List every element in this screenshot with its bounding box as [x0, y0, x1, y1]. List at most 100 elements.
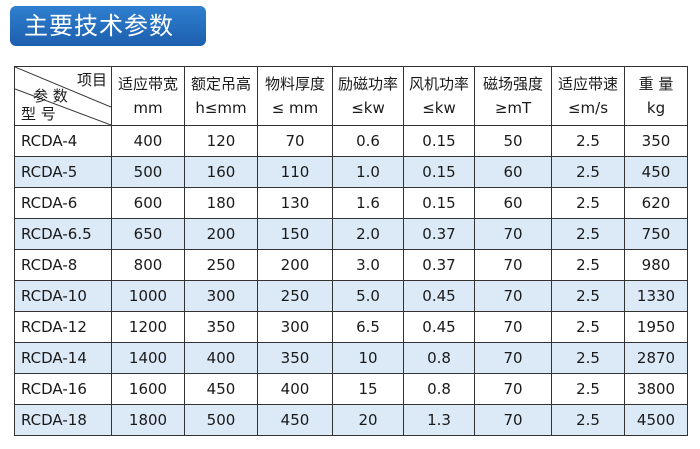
- value-cell: 620: [624, 187, 688, 219]
- value-cell: 2.5: [551, 156, 625, 188]
- col-header-lift-height: 额定吊高 h≤mm: [184, 66, 258, 126]
- col-header-name: 重 量: [638, 75, 674, 93]
- value-cell: 500: [184, 404, 258, 436]
- col-header-unit: ≤kw: [351, 99, 385, 117]
- value-cell: 70: [257, 125, 333, 157]
- value-cell: 110: [257, 156, 333, 188]
- value-cell: 1.6: [332, 187, 404, 219]
- value-cell: 0.8: [403, 373, 475, 405]
- value-cell: 2.5: [551, 280, 625, 312]
- value-cell: 350: [257, 342, 333, 374]
- value-cell: 70: [474, 311, 552, 343]
- col-header-name: 风机功率: [408, 75, 469, 93]
- col-header-name: 额定吊高: [190, 75, 251, 93]
- corner-header-cell: 项目 参 数 型 号: [14, 66, 112, 126]
- col-header-weight: 重 量 kg: [624, 66, 688, 126]
- value-cell: 250: [184, 249, 258, 281]
- col-header-unit: kg: [646, 99, 666, 117]
- table-row: RCDA-14 1400 400 350 10 0.8 70 2.5 2870: [14, 342, 688, 374]
- value-cell: 1950: [624, 311, 688, 343]
- model-cell: RCDA-6: [14, 187, 112, 219]
- value-cell: 0.15: [403, 156, 475, 188]
- value-cell: 120: [184, 125, 258, 157]
- col-header-fan-power: 风机功率 ≤kw: [403, 66, 475, 126]
- value-cell: 0.45: [403, 280, 475, 312]
- value-cell: 400: [184, 342, 258, 374]
- value-cell: 70: [474, 404, 552, 436]
- table-row: RCDA-5 500 160 110 1.0 0.15 60 2.5 450: [14, 156, 688, 188]
- col-header-name: 适应带宽: [117, 75, 178, 93]
- table-row: RCDA-4 400 120 70 0.6 0.15 50 2.5 350: [14, 125, 688, 157]
- value-cell: 2.0: [332, 218, 404, 250]
- value-cell: 10: [332, 342, 404, 374]
- value-cell: 70: [474, 373, 552, 405]
- value-cell: 60: [474, 156, 552, 188]
- value-cell: 0.8: [403, 342, 475, 374]
- value-cell: 20: [332, 404, 404, 436]
- table-row: RCDA-10 1000 300 250 5.0 0.45 70 2.5 133…: [14, 280, 688, 312]
- col-header-name: 磁场强度: [482, 75, 543, 93]
- col-header-unit: ≤ mm: [271, 99, 319, 117]
- table-row: RCDA-18 1800 500 450 20 1.3 70 2.5 4500: [14, 404, 688, 436]
- value-cell: 1.3: [403, 404, 475, 436]
- col-header-unit: ≤kw: [422, 99, 456, 117]
- value-cell: 70: [474, 342, 552, 374]
- value-cell: 180: [184, 187, 258, 219]
- value-cell: 60: [474, 187, 552, 219]
- model-cell: RCDA-12: [14, 311, 112, 343]
- table-row: RCDA-16 1600 450 400 15 0.8 70 2.5 3800: [14, 373, 688, 405]
- value-cell: 2.5: [551, 125, 625, 157]
- value-cell: 450: [624, 156, 688, 188]
- model-cell: RCDA-14: [14, 342, 112, 374]
- value-cell: 200: [184, 218, 258, 250]
- value-cell: 160: [184, 156, 258, 188]
- value-cell: 2.5: [551, 342, 625, 374]
- value-cell: 800: [111, 249, 185, 281]
- value-cell: 2870: [624, 342, 688, 374]
- col-header-field-strength: 磁场强度 ≥mT: [474, 66, 552, 126]
- value-cell: 1330: [624, 280, 688, 312]
- table-row: RCDA-6 600 180 130 1.6 0.15 60 2.5 620: [14, 187, 688, 219]
- value-cell: 1.0: [332, 156, 404, 188]
- col-header-unit: mm: [133, 99, 163, 117]
- value-cell: 70: [474, 280, 552, 312]
- col-header-name: 励磁功率: [337, 75, 398, 93]
- model-cell: RCDA-18: [14, 404, 112, 436]
- value-cell: 2.5: [551, 187, 625, 219]
- value-cell: 980: [624, 249, 688, 281]
- col-header-name: 物料厚度: [264, 75, 325, 93]
- col-header-belt-width: 适应带宽 mm: [111, 66, 185, 126]
- value-cell: 1000: [111, 280, 185, 312]
- value-cell: 15: [332, 373, 404, 405]
- value-cell: 4500: [624, 404, 688, 436]
- table-row: RCDA-8 800 250 200 3.0 0.37 70 2.5 980: [14, 249, 688, 281]
- value-cell: 2.5: [551, 404, 625, 436]
- corner-item-label: 项目: [76, 71, 107, 89]
- value-cell: 350: [624, 125, 688, 157]
- value-cell: 0.37: [403, 249, 475, 281]
- value-cell: 0.37: [403, 218, 475, 250]
- col-header-unit: ≥mT: [494, 99, 532, 117]
- value-cell: 350: [184, 311, 258, 343]
- value-cell: 1200: [111, 311, 185, 343]
- value-cell: 650: [111, 218, 185, 250]
- table-body: RCDA-4 400 120 70 0.6 0.15 50 2.5 350 RC…: [14, 125, 688, 436]
- model-cell: RCDA-4: [14, 125, 112, 157]
- model-cell: RCDA-5: [14, 156, 112, 188]
- value-cell: 200: [257, 249, 333, 281]
- value-cell: 300: [184, 280, 258, 312]
- value-cell: 450: [257, 404, 333, 436]
- value-cell: 3800: [624, 373, 688, 405]
- col-header-unit: h≤mm: [195, 99, 247, 117]
- value-cell: 500: [111, 156, 185, 188]
- value-cell: 450: [184, 373, 258, 405]
- value-cell: 400: [111, 125, 185, 157]
- value-cell: 2.5: [551, 218, 625, 250]
- value-cell: 130: [257, 187, 333, 219]
- value-cell: 1800: [111, 404, 185, 436]
- table-row: RCDA-6.5 650 200 150 2.0 0.37 70 2.5 750: [14, 218, 688, 250]
- value-cell: 1400: [111, 342, 185, 374]
- section-title: 主要技术参数: [10, 6, 206, 46]
- value-cell: 0.15: [403, 187, 475, 219]
- value-cell: 600: [111, 187, 185, 219]
